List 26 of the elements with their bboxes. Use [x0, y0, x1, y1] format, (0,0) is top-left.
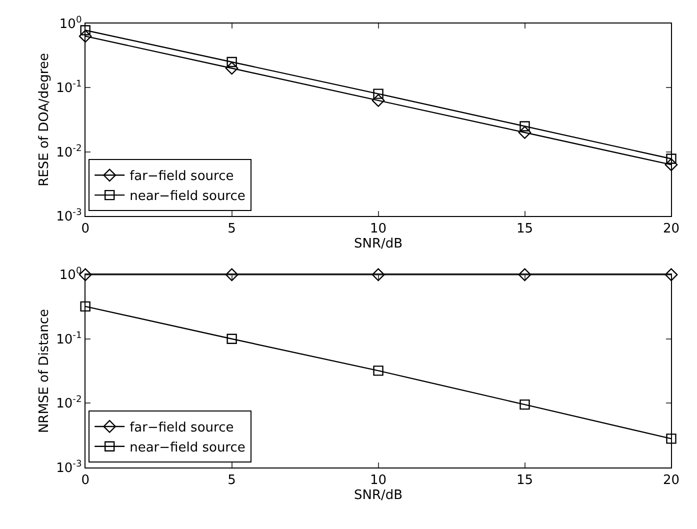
x-tick-label: 15: [516, 222, 534, 237]
y-tick-label: 10$^{0}$: [59, 15, 82, 32]
y-axis-title: RESE of DOA/degree: [37, 53, 52, 186]
x-tick-label: 10: [370, 473, 387, 488]
x-tick-label: 5: [228, 222, 236, 237]
y-tick-label: 10$^{-3}$: [56, 208, 82, 225]
legend-label: far−field source: [130, 169, 234, 184]
y-tick-label: 10$^{-1}$: [56, 80, 82, 96]
legend-label: far−field source: [130, 420, 234, 436]
y-axis-title: NRMSE of Distance: [37, 308, 52, 434]
x-tick-label: 5: [228, 473, 236, 488]
legend-label: near−field source: [130, 440, 246, 456]
x-tick-label: 15: [516, 473, 534, 488]
x-axis-title: SNR/dB: [354, 488, 403, 503]
y-tick-label: 10$^{-3}$: [56, 459, 82, 476]
x-axis-title: SNR/dB: [354, 236, 403, 252]
y-tick-label: 10$^{-2}$: [56, 144, 82, 160]
y-tick-label: 10$^{-2}$: [56, 395, 82, 412]
x-tick-label: 20: [662, 473, 680, 488]
legend-label: near−field source: [130, 189, 246, 204]
x-tick-label: 0: [81, 473, 90, 488]
y-tick-label: 10$^{-1}$: [56, 330, 82, 348]
x-tick-label: 0: [81, 222, 90, 237]
y-tick-label: 10$^{0}$: [59, 266, 82, 284]
x-tick-label: 10: [370, 222, 387, 237]
x-tick-label: 20: [662, 222, 680, 237]
